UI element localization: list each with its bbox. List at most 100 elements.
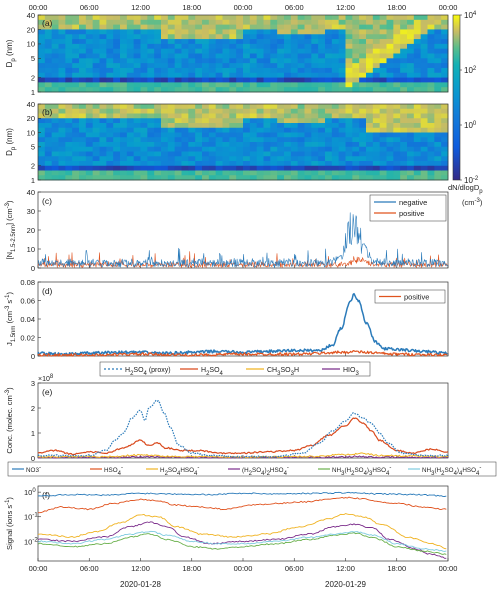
heatmap-cell <box>386 175 394 181</box>
heatmap-cell <box>338 151 346 157</box>
heatmap-cell <box>263 39 271 45</box>
heatmap-cell <box>154 82 162 88</box>
heatmap-cell <box>352 43 360 50</box>
heatmap-cell <box>407 34 415 40</box>
heatmap-cell <box>133 29 141 35</box>
heatmap-cell <box>154 151 162 157</box>
heatmap-cell <box>372 108 381 114</box>
heatmap-cell <box>126 34 135 40</box>
heatmap-cell <box>44 127 53 133</box>
heatmap-cell <box>290 39 299 45</box>
heatmap-cell <box>407 127 415 133</box>
heatmap-cell <box>140 63 148 69</box>
label-part: 4 <box>476 471 480 477</box>
heatmap-cell <box>325 127 333 133</box>
heatmap-cell <box>284 113 292 119</box>
heatmap-cell <box>44 34 53 40</box>
heatmap-cell <box>311 87 319 93</box>
heatmap-cell <box>311 24 319 30</box>
heatmap-cell <box>167 123 176 129</box>
heatmap-cell <box>277 123 285 129</box>
heatmap-cell <box>167 175 176 181</box>
heatmap-cell <box>65 53 73 59</box>
heatmap-cell <box>434 24 442 30</box>
y-tick-label: 10 <box>27 40 35 49</box>
heatmap-cell <box>407 87 415 93</box>
heatmap-cell <box>65 63 73 69</box>
series-line <box>37 532 447 555</box>
heatmap-cell <box>256 142 264 148</box>
heatmap-cell <box>318 58 326 64</box>
heatmap-cell <box>222 19 230 26</box>
heatmap-cell <box>222 34 230 40</box>
heatmap-cell <box>202 161 210 167</box>
heatmap-cell <box>338 15 346 21</box>
heatmap-cell <box>51 137 59 143</box>
heatmap-cell <box>270 24 278 30</box>
heatmap-cell <box>400 104 408 110</box>
heatmap-cell <box>420 127 428 133</box>
heatmap-cell <box>140 132 148 138</box>
heatmap-cell <box>208 58 217 64</box>
heatmap-cell <box>195 151 203 157</box>
heatmap-cell <box>181 29 189 35</box>
heatmap-cell <box>249 156 258 162</box>
heatmap-cell <box>120 132 128 138</box>
heatmap-cell <box>318 127 326 133</box>
heatmap-cell <box>85 34 94 40</box>
heatmap-cell <box>140 156 148 162</box>
heatmap-cell <box>99 123 107 129</box>
heatmap-cell <box>325 132 333 138</box>
top-axis-tick: 18:00 <box>387 3 406 12</box>
heatmap-cell <box>208 19 217 26</box>
heatmap-cell <box>270 123 278 129</box>
heatmap-cell <box>140 151 148 157</box>
heatmap-cell <box>58 77 66 83</box>
heatmap-cell <box>140 127 148 133</box>
heatmap-cell <box>236 161 244 167</box>
heatmap-cell <box>65 67 73 74</box>
heatmap-cell <box>352 146 360 152</box>
label-part: 4 <box>261 471 265 477</box>
heatmap-cell <box>65 24 73 30</box>
heatmap-cell <box>236 43 244 50</box>
heatmap-cell <box>331 87 340 93</box>
heatmap-cell <box>372 146 381 152</box>
bottom-axis-tick: 18:00 <box>387 564 406 573</box>
heatmap-cell <box>243 67 251 74</box>
heatmap-cell <box>366 53 374 59</box>
heatmap-cell <box>366 34 374 40</box>
heatmap-cell <box>126 113 135 119</box>
heatmap-cell <box>427 146 435 152</box>
heatmap-cell <box>263 24 271 30</box>
heatmap-cell <box>133 15 141 21</box>
heatmap-cell <box>413 72 422 78</box>
heatmap-cell <box>338 43 346 50</box>
heatmap-cell <box>38 142 46 148</box>
heatmap-cell <box>181 39 189 45</box>
heatmap-cell <box>65 146 73 152</box>
heatmap-cell <box>400 15 408 21</box>
heatmap-cell <box>113 137 121 143</box>
heatmap-cell <box>325 77 333 83</box>
heatmap-cell <box>174 58 182 64</box>
heatmap-cell <box>195 82 203 88</box>
series-line <box>37 212 449 269</box>
label-part: HSO <box>270 467 284 474</box>
heatmap-cell <box>120 165 128 171</box>
heatmap-cell <box>270 142 278 148</box>
heatmap-cell <box>188 123 196 129</box>
heatmap-cell <box>297 19 305 26</box>
heatmap-cell <box>434 127 442 133</box>
heatmap-cell <box>229 34 237 40</box>
heatmap-cell <box>133 58 141 64</box>
heatmap-cell <box>249 72 258 78</box>
heatmap-cell <box>441 34 449 40</box>
heatmap-cell <box>181 118 189 124</box>
heatmap-cell <box>372 151 381 157</box>
heatmap-cell <box>352 113 360 119</box>
heatmap-cell <box>420 123 428 129</box>
heatmap-cell <box>92 24 100 30</box>
label-part: -3 <box>5 202 11 208</box>
heatmap-cell <box>441 53 449 59</box>
